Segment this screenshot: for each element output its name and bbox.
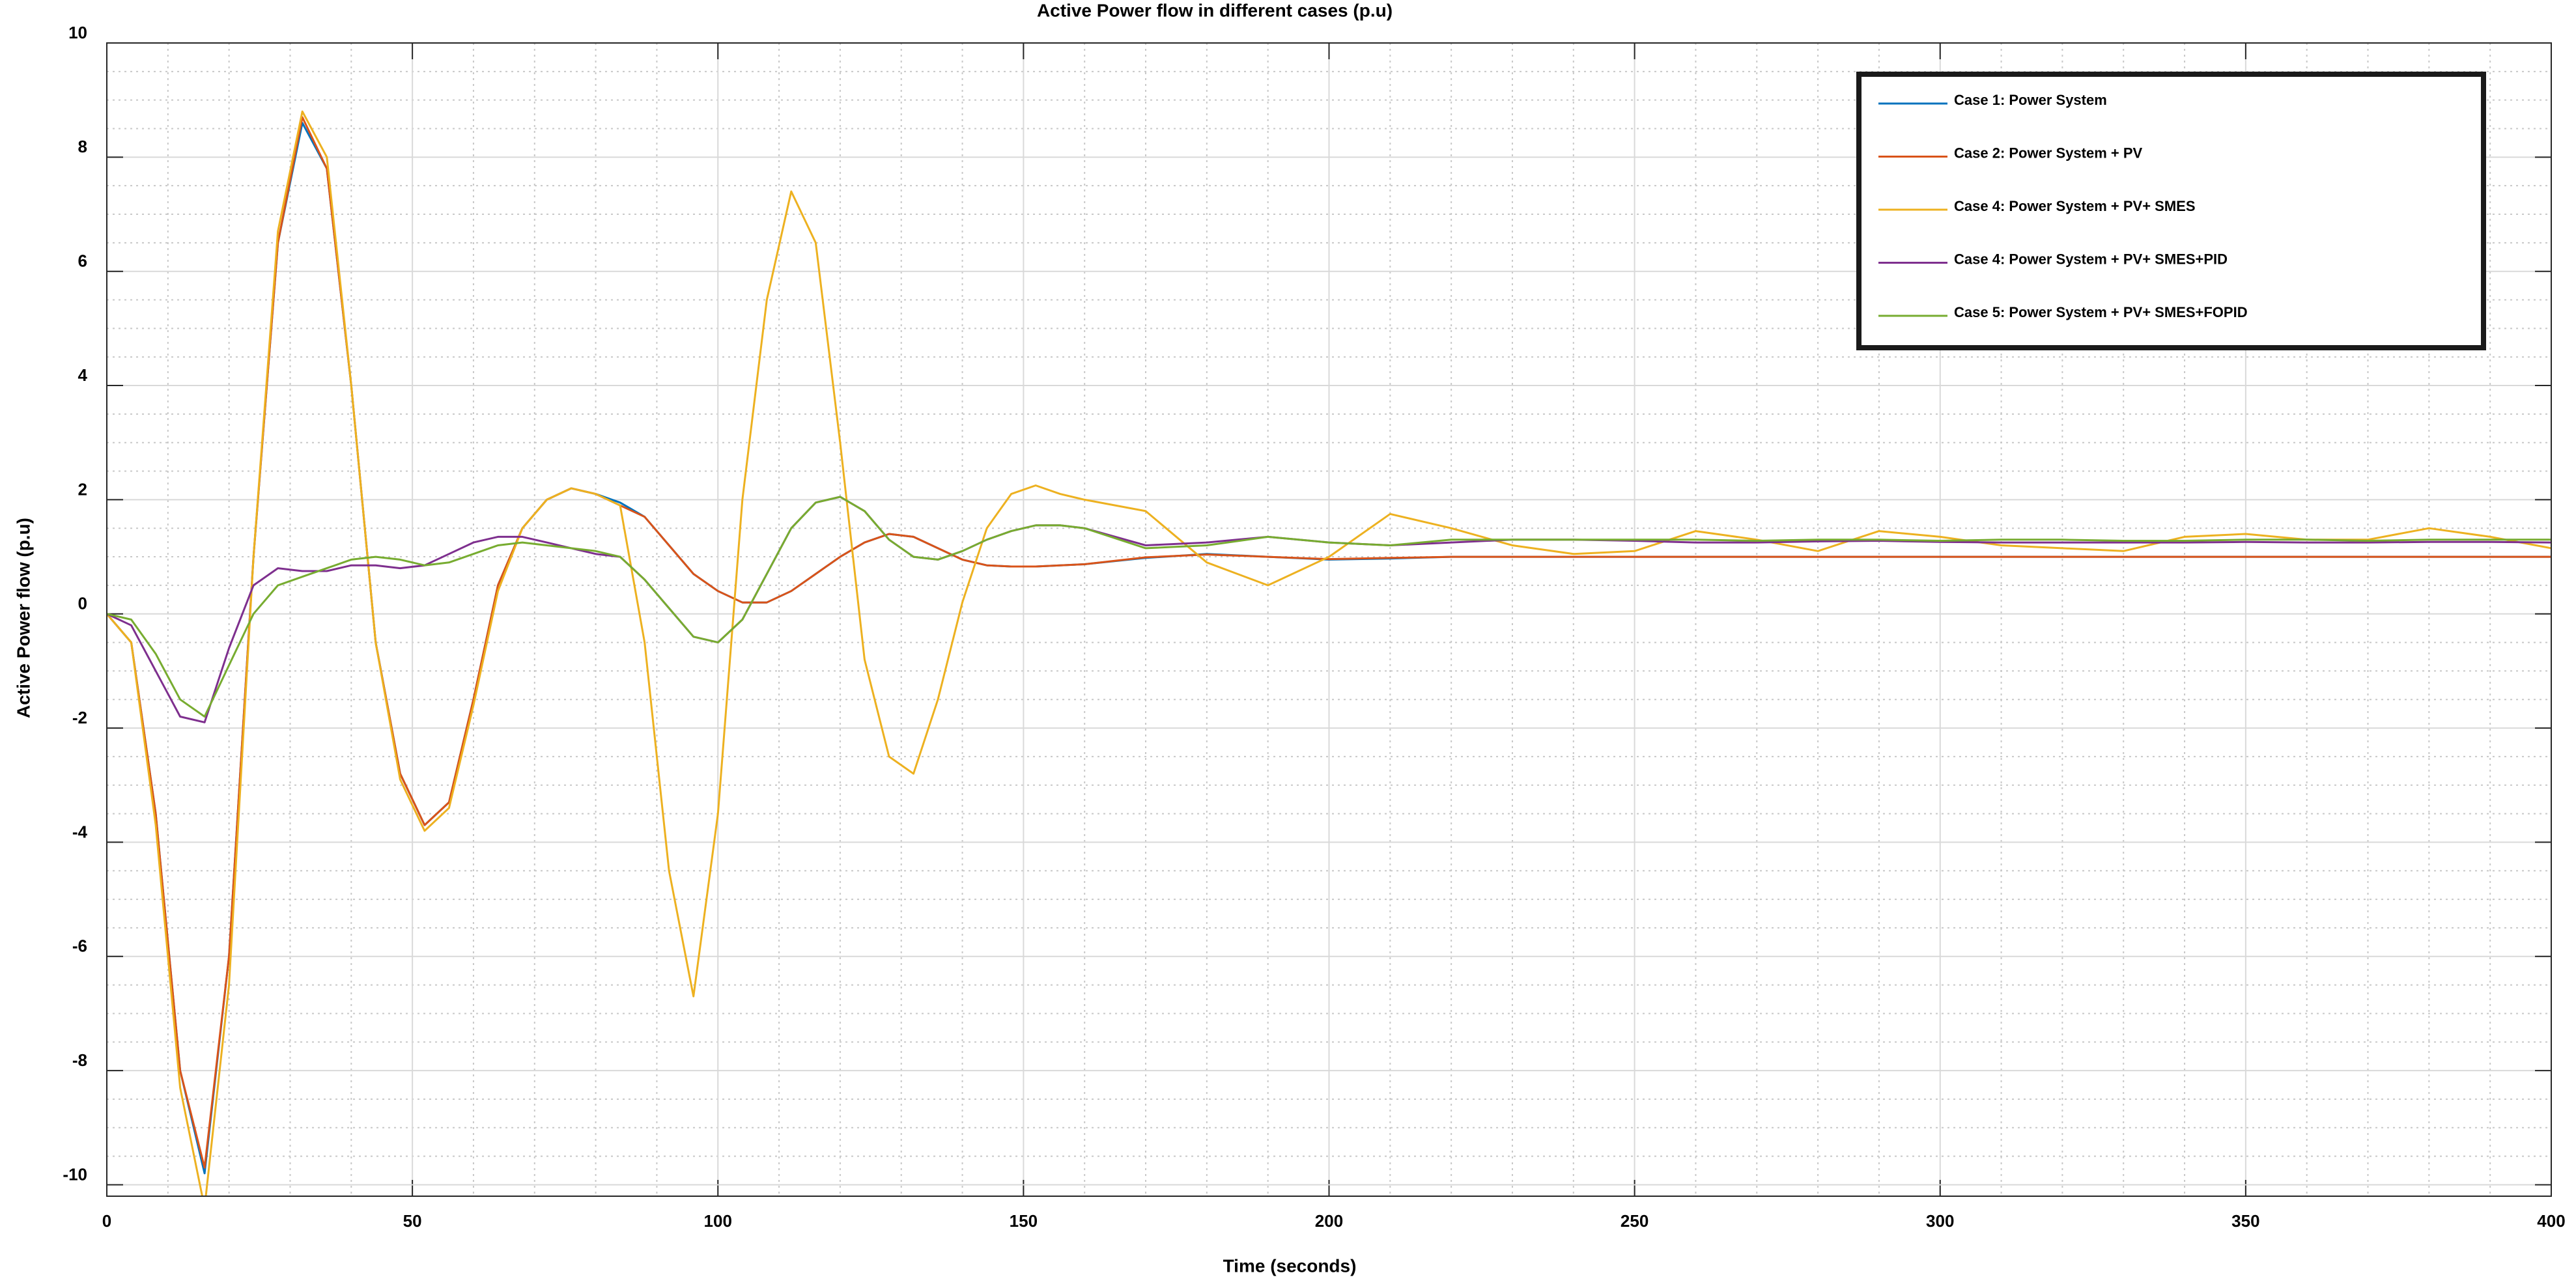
y-tick-label: -6 xyxy=(72,936,87,956)
legend-label: Case 4: Power System + PV+ SMES+PID xyxy=(1954,251,2228,267)
x-tick-label: 150 xyxy=(1010,1211,1038,1231)
y-tick-label: -2 xyxy=(72,708,87,727)
y-tick-label: -4 xyxy=(72,822,88,841)
legend-label: Case 1: Power System xyxy=(1954,92,2107,108)
x-tick-label: 200 xyxy=(1315,1211,1343,1231)
chart-title: Active Power flow in different cases (p.… xyxy=(1037,0,1393,20)
x-tick-label: 0 xyxy=(102,1211,111,1231)
x-tick-label: 350 xyxy=(2231,1211,2259,1231)
y-tick-label: 8 xyxy=(78,137,87,156)
legend-label: Case 5: Power System + PV+ SMES+FOPID xyxy=(1954,304,2248,320)
series-line xyxy=(107,496,2551,718)
y-axis-label: Active Power flow (p.u) xyxy=(13,518,33,718)
axes-box xyxy=(106,42,2552,1197)
y-tick-label: -8 xyxy=(72,1050,87,1070)
x-tick-label: 400 xyxy=(2537,1211,2565,1231)
y-tick-label: 2 xyxy=(78,479,87,499)
x-tick-label: 300 xyxy=(1926,1211,1954,1231)
y-tick-label: 0 xyxy=(78,594,87,613)
y-tick-label: 6 xyxy=(78,251,87,271)
y-tick-label: -10 xyxy=(63,1164,87,1184)
y-tick-label: 4 xyxy=(78,365,88,385)
x-tick-label: 50 xyxy=(403,1211,422,1231)
y-tick-label: 10 xyxy=(68,23,87,42)
legend-box xyxy=(1856,72,2486,350)
legend-label: Case 4: Power System + PV+ SMES xyxy=(1954,198,2196,214)
legend-label: Case 2: Power System + PV xyxy=(1954,145,2143,161)
x-tick-label: 100 xyxy=(704,1211,732,1231)
x-tick-label: 250 xyxy=(1621,1211,1649,1231)
x-axis-label: Time (seconds) xyxy=(1223,1255,1357,1276)
